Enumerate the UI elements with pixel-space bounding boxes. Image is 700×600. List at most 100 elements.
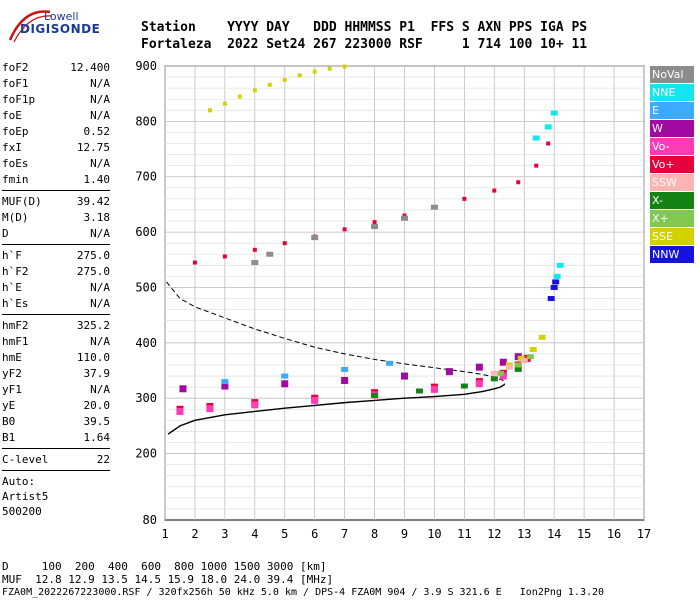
param-row: yF2 37.9 (2, 366, 110, 382)
param-name: foEs (2, 157, 29, 170)
echo-point (514, 362, 522, 368)
multi-hop-echo-point (327, 66, 332, 71)
param-value: N/A (90, 335, 110, 348)
echo-point (251, 401, 259, 409)
multi-hop-echo-point (282, 241, 287, 246)
echo-point (415, 388, 423, 394)
param-row: MUF(D) 39.42 (2, 194, 110, 210)
digisonde-logo: Lowell DIGISONDE (6, 6, 126, 46)
x-tick-label: 4 (251, 527, 258, 541)
x-tick-label: 16 (607, 527, 621, 541)
footer-muf-row: MUF 12.8 12.9 13.5 14.5 15.9 18.0 24.0 3… (2, 573, 334, 586)
echo-point (176, 407, 184, 415)
param-row: fmin 1.40 (2, 172, 110, 188)
echo-point (430, 385, 438, 393)
y-tick-label: 80 (143, 513, 157, 527)
multi-hop-echo-point (297, 73, 302, 78)
param-value: 325.2 (76, 319, 110, 332)
param-row: yE 20.0 (2, 398, 110, 414)
multi-hop-echo-point (192, 260, 197, 265)
multi-hop-echo-point (402, 213, 407, 218)
echo-point (221, 382, 229, 390)
param-value: N/A (90, 227, 110, 240)
param-value: 20.0 (83, 399, 111, 412)
x-tick-label: 5 (281, 527, 288, 541)
param-row: foEp 0.52 (2, 124, 110, 140)
multi-hop-echo-point (462, 196, 467, 201)
logo-line2: DIGISONDE (20, 22, 101, 36)
echo-point (556, 262, 564, 268)
multi-hop-echo-point (282, 77, 287, 82)
echo-point (475, 363, 483, 371)
x-tick-label: 17 (637, 527, 651, 541)
logo-line1: Lowell (44, 10, 79, 23)
param-name: D (2, 227, 9, 240)
legend-entry: NNW (650, 246, 694, 263)
param-value: 39.5 (83, 415, 111, 428)
multi-hop-echo-point (492, 188, 497, 193)
param-value: 1.40 (83, 173, 111, 186)
panel-separator (2, 314, 110, 315)
panel-separator (2, 448, 110, 449)
param-name: fxI (2, 141, 22, 154)
param-value: 12.400 (70, 61, 110, 74)
header-values: Fortaleza 2022 Set24 267 223000 RSF 1 71… (141, 37, 588, 52)
echo-point (445, 368, 453, 376)
param-name: foF1p (2, 93, 36, 106)
echo-point (206, 405, 214, 413)
echo-point (499, 358, 507, 366)
param-row: foF1p N/A (2, 92, 110, 108)
param-value: 0.52 (83, 125, 111, 138)
legend-entry: SSW (650, 174, 694, 191)
legend-entry: E (650, 102, 694, 119)
x-tick-label: 15 (577, 527, 591, 541)
multi-hop-echo-point (372, 220, 377, 225)
echo-point (401, 215, 408, 221)
param-value: N/A (90, 93, 110, 106)
param-name: fmin (2, 173, 29, 186)
echo-point (532, 135, 540, 141)
param-name: C-level (2, 453, 49, 466)
param-value: N/A (90, 157, 110, 170)
param-name: hmF1 (2, 335, 29, 348)
x-tick-label: 1 (161, 527, 168, 541)
multi-hop-echo-point (342, 227, 347, 232)
echo-point (553, 273, 561, 279)
param-value: 1.64 (83, 431, 111, 444)
param-value: N/A (90, 383, 110, 396)
param-row: h`F2 275.0 (2, 264, 110, 280)
echo-point (371, 224, 379, 230)
echo-point (460, 383, 468, 389)
echo-point (529, 346, 537, 352)
param-row: foEs N/A (2, 156, 110, 172)
param-row: hmF1 N/A (2, 334, 110, 350)
multi-hop-echo-point (237, 94, 242, 99)
x-tick-label: 7 (341, 527, 348, 541)
param-row: foE N/A (2, 108, 110, 124)
param-value: N/A (90, 77, 110, 90)
electron-density-profile-dashed (166, 281, 506, 385)
multi-hop-echo-point (516, 180, 521, 185)
echo-point (544, 124, 552, 130)
multi-hop-echo-point (267, 82, 272, 87)
echo-point (490, 370, 498, 376)
auto-line: Auto: (2, 475, 36, 488)
echo-point (526, 354, 534, 360)
x-tick-label: 9 (401, 527, 408, 541)
param-row: h`F 275.0 (2, 248, 110, 264)
y-tick-label: 700 (135, 170, 157, 184)
param-name: foEp (2, 125, 29, 138)
multi-hop-echo-point (546, 141, 551, 146)
param-value: 275.0 (76, 265, 110, 278)
echo-point (341, 366, 349, 372)
auto-line: Artist5 (2, 490, 49, 503)
y-tick-label: 600 (135, 225, 157, 239)
param-name: M(D) (2, 211, 29, 224)
echo-point (251, 260, 259, 266)
echo-point (430, 204, 438, 210)
legend-entry: W (650, 120, 694, 137)
echo-point (341, 376, 349, 384)
panel-separator (2, 190, 110, 191)
echo-point (550, 110, 558, 116)
header-labels: Station YYYY DAY DDD HHMMSS P1 FFS S AXN… (141, 20, 588, 35)
